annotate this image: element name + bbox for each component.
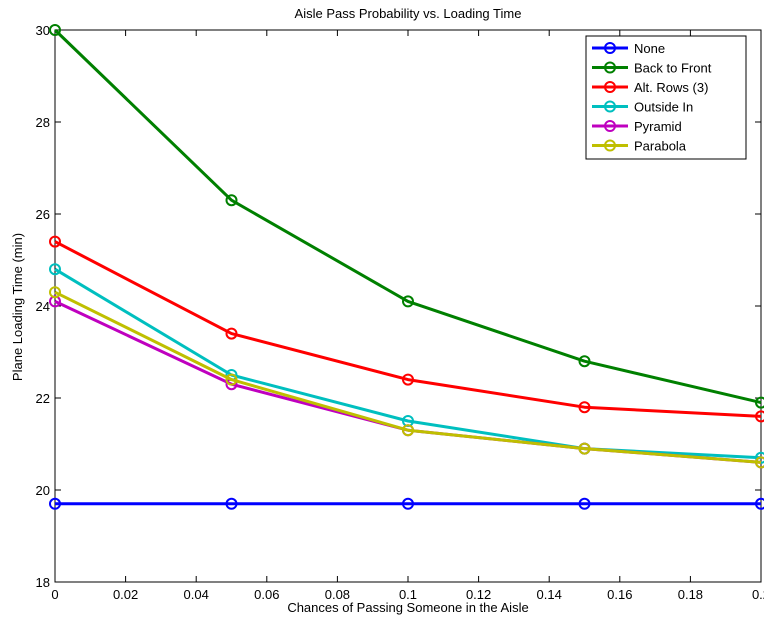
- data-point: [755, 396, 764, 409]
- x-axis-label: Chances of Passing Someone in the Aisle: [287, 600, 528, 615]
- data-point: [402, 497, 414, 510]
- series-line: [54, 267, 762, 460]
- y-tick-label: 28: [36, 115, 50, 130]
- data-point: [225, 373, 238, 386]
- legend-marker: [604, 61, 616, 74]
- y-tick-label: 24: [36, 299, 50, 314]
- data-point: [755, 456, 764, 469]
- y-tick-label: 30: [36, 23, 50, 38]
- legend: None Back to Front Alt. Rows (3) Outside In…: [585, 35, 747, 160]
- data-point: [402, 295, 414, 308]
- legend-marker: [604, 81, 616, 93]
- x-tick-label: 0: [51, 587, 58, 602]
- series-line: [54, 240, 762, 418]
- data-point: [49, 286, 61, 299]
- x-tick-label: 0.1: [399, 587, 417, 602]
- data-point: [578, 442, 591, 455]
- data-point: [49, 24, 61, 36]
- x-tick-label: 0.02: [113, 587, 138, 602]
- data-point: [225, 497, 238, 510]
- data-point: [755, 451, 764, 464]
- x-tick-label: 0.18: [678, 587, 703, 602]
- series-line: [54, 300, 762, 464]
- data-point: [225, 194, 238, 207]
- legend-label: Outside In: [634, 100, 693, 115]
- x-tick-label: 0.06: [254, 587, 279, 602]
- x-tick-label: 0.16: [607, 587, 632, 602]
- x-tick-label: 0.08: [325, 587, 350, 602]
- legend-box: [585, 35, 747, 160]
- axis-ticks: 0 0.02 0.04 0.06 0.08 0.1 0.12 0.14 0.16 0.18 0.2 1…: [36, 23, 764, 602]
- legend-label: Back to Front: [634, 61, 712, 76]
- data-point: [578, 401, 591, 414]
- data-point: [402, 373, 414, 386]
- chart-title: Aisle Pass Probability vs. Loading Time: [295, 6, 522, 21]
- legend-marker: [604, 100, 616, 113]
- legend-label: Pyramid: [634, 119, 682, 134]
- legend-marker: [604, 42, 616, 54]
- data-point: [578, 497, 591, 510]
- data-point: [755, 497, 764, 510]
- data-point: [49, 497, 61, 510]
- data-point: [49, 235, 61, 248]
- data-point: [49, 263, 61, 276]
- legend-marker: [604, 139, 616, 152]
- legend-label: None: [634, 41, 665, 56]
- y-tick-label: 22: [36, 391, 50, 406]
- x-tick-label: 0.2: [752, 587, 764, 602]
- data-point: [755, 410, 764, 423]
- x-tick-label: 0.12: [466, 587, 491, 602]
- series-line: [53, 28, 762, 405]
- y-tick-label: 18: [36, 575, 50, 590]
- series-layer: [49, 24, 764, 510]
- legend-label: Parabola: [634, 139, 687, 154]
- data-point: [578, 355, 591, 368]
- data-point: [225, 327, 238, 340]
- y-tick-label: 20: [36, 483, 50, 498]
- legend-marker: [604, 120, 616, 132]
- x-tick-label: 0.14: [537, 587, 562, 602]
- legend-label: Alt. Rows (3): [634, 80, 708, 95]
- y-tick-label: 26: [36, 207, 50, 222]
- data-point: [402, 424, 414, 437]
- series-line: [54, 290, 762, 464]
- y-axis-label: Plane Loading Time (min): [10, 233, 25, 381]
- x-tick-label: 0.04: [184, 587, 209, 602]
